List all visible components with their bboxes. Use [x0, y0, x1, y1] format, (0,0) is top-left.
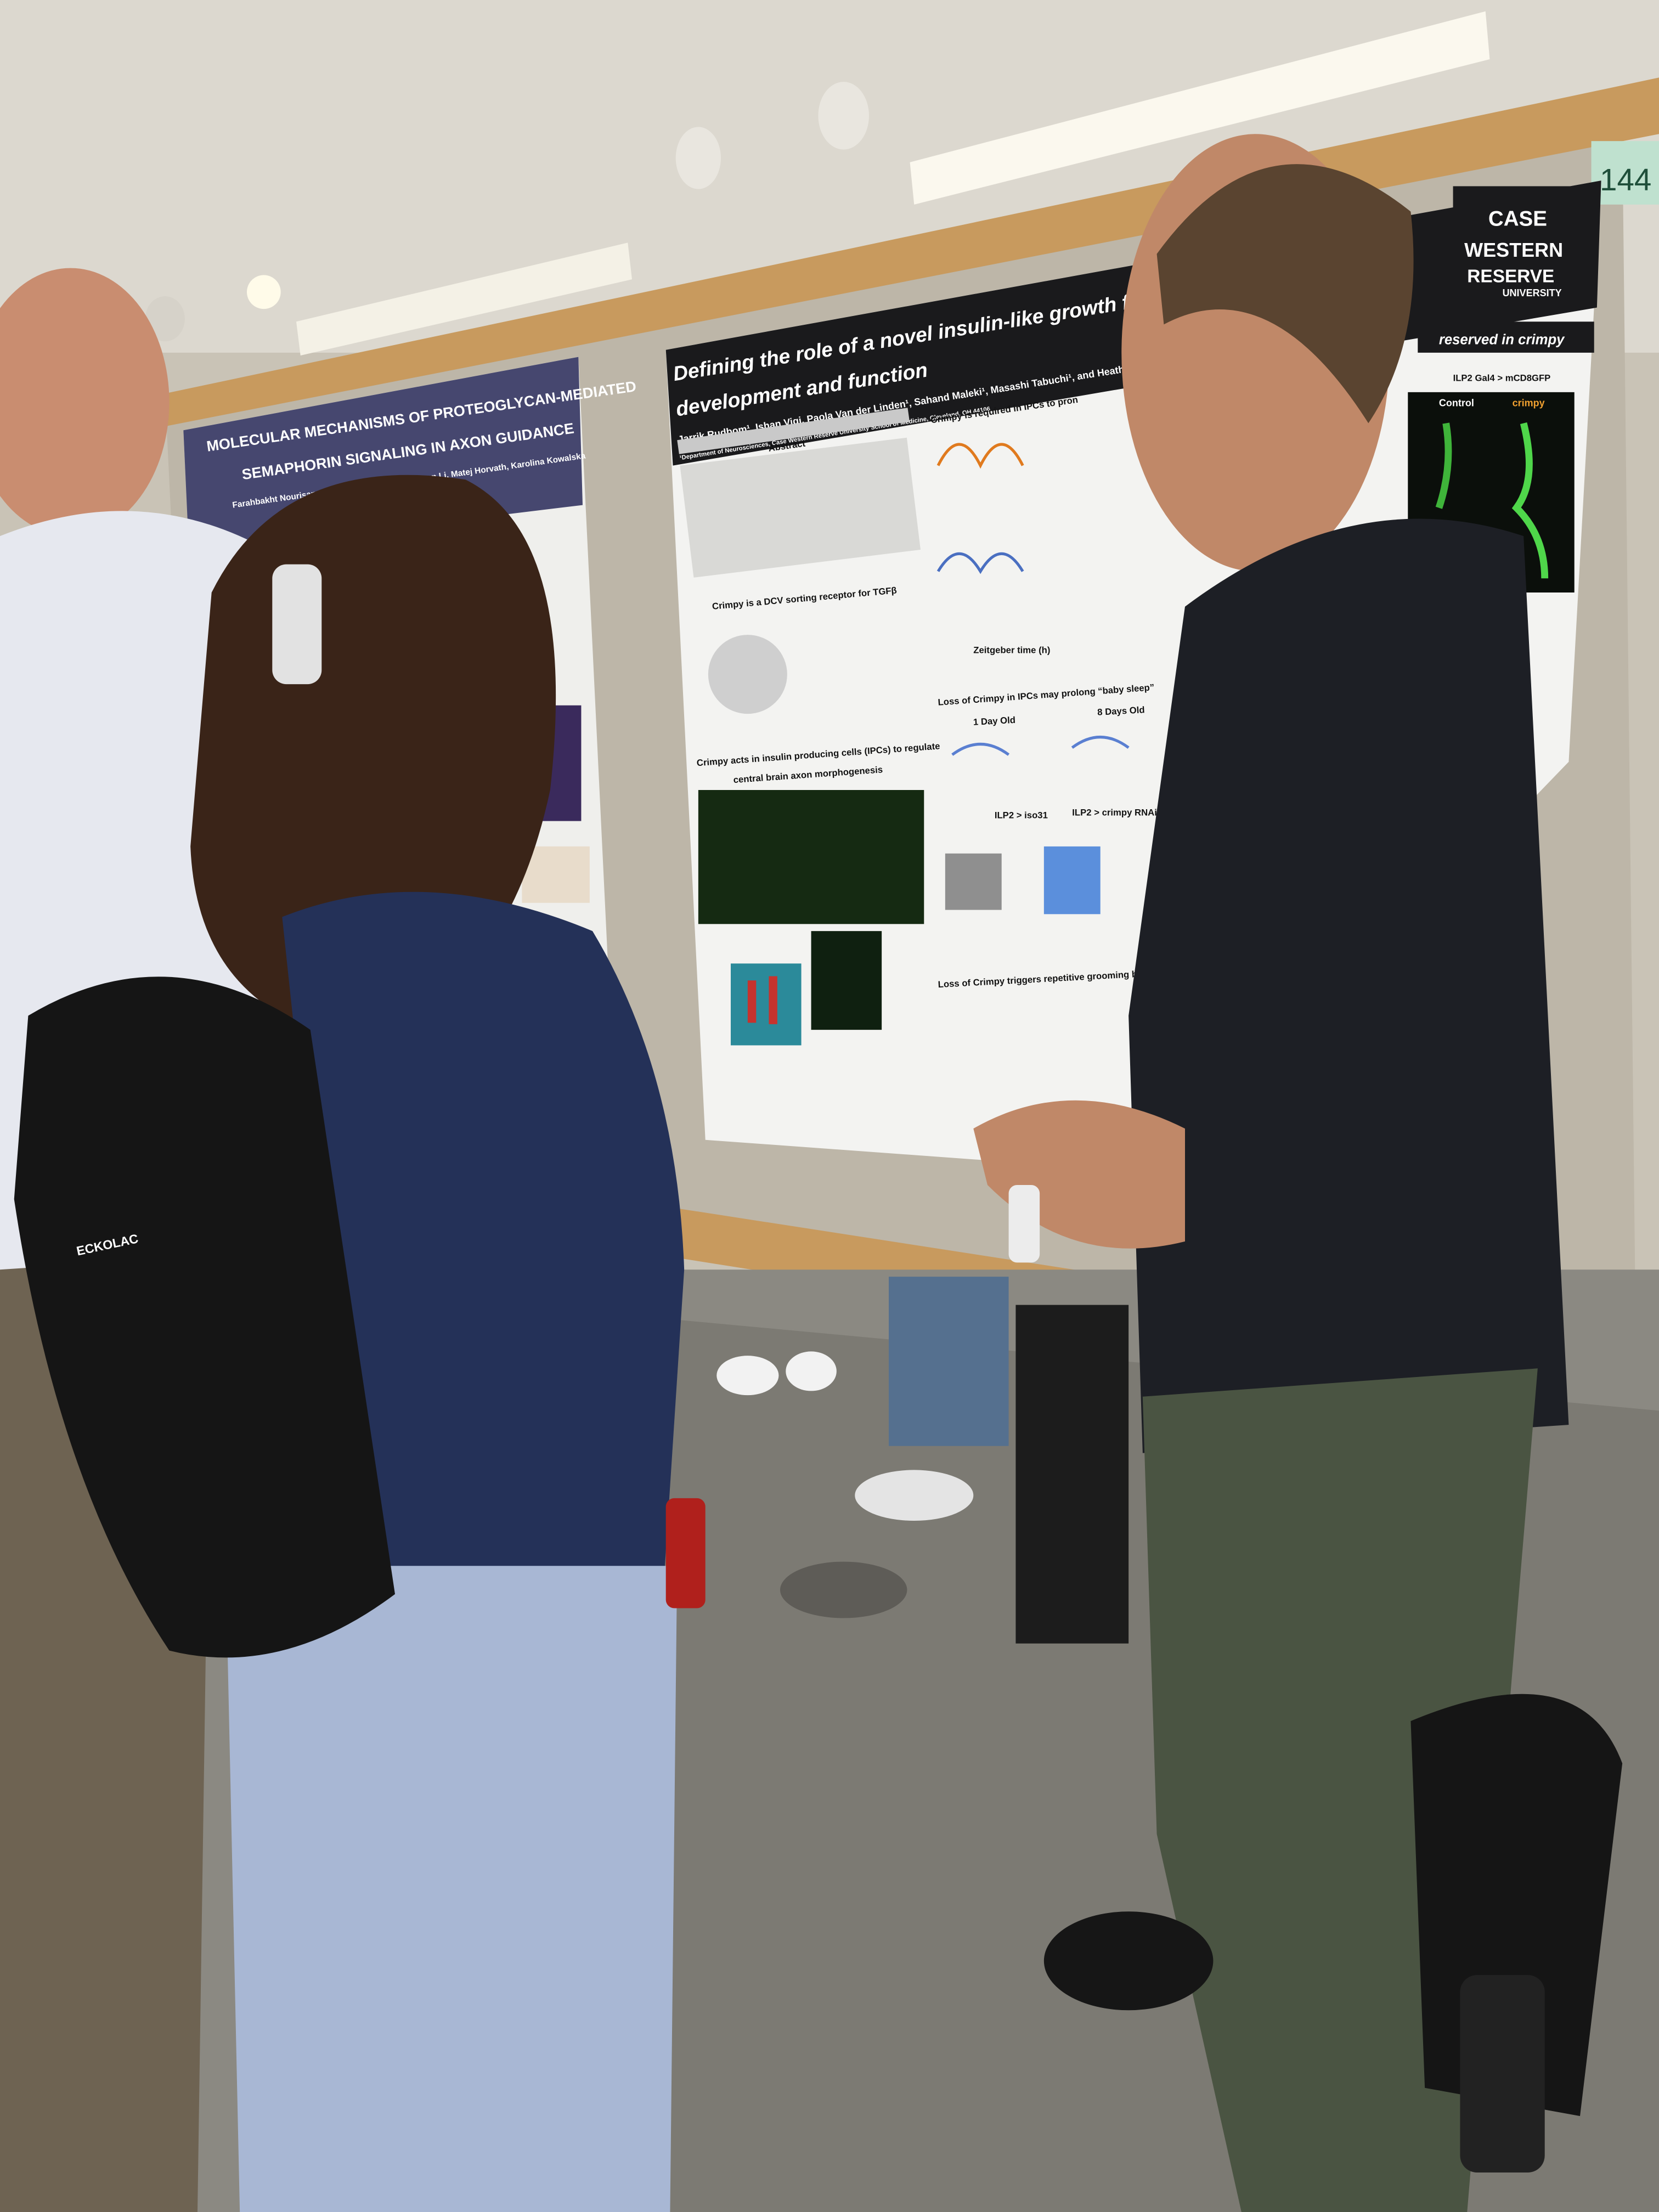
person-head [0, 268, 170, 537]
backpack [14, 977, 395, 1658]
hair-clip [272, 564, 322, 685]
right-header-band [1418, 321, 1594, 353]
chart-label: 8 Days Old [1097, 704, 1145, 717]
right-header: reserved in crimpy [1439, 332, 1565, 347]
spotlight [247, 275, 281, 309]
person-shirt [1128, 518, 1569, 1453]
chart-label: ILP2 > crimpy RNAi [1072, 807, 1157, 817]
chart-label: ILP2 > iso31 [995, 810, 1048, 820]
logo: WESTERN [1464, 239, 1563, 261]
floor-outlet [780, 1561, 907, 1618]
microscopy-panel [698, 790, 924, 924]
logo: CASE [1488, 207, 1547, 230]
diagram [708, 635, 787, 714]
sneaker [855, 1470, 974, 1521]
image-label: crimpy [1513, 398, 1545, 409]
water-bottle [665, 1498, 706, 1609]
chart-label: Zeitgeber time (h) [973, 645, 1050, 656]
image-label: ILP2 Gal4 > mCD8GFP [1453, 373, 1551, 383]
logo-block [1453, 186, 1594, 306]
track-light [675, 127, 721, 189]
sleep-trace [936, 552, 1024, 574]
chart-label: 1 Day Old [973, 715, 1016, 727]
neuron-image [1435, 422, 1452, 509]
track-light [145, 296, 185, 342]
abstract-body [680, 437, 921, 578]
bar-chart [731, 963, 802, 1046]
legs [1015, 1305, 1129, 1644]
logo: RESERVE [1467, 266, 1554, 286]
sneaker [716, 1356, 779, 1396]
light-fixture [296, 242, 632, 356]
image-label: Control [1439, 398, 1474, 409]
left-poster-figure [522, 846, 590, 903]
track-light [818, 82, 869, 150]
legs [889, 1277, 1009, 1446]
watch [1008, 1185, 1040, 1263]
microscopy-panel [811, 931, 882, 1030]
light-fixture [910, 11, 1490, 205]
shoe [1043, 1911, 1214, 2011]
tumbler [1460, 1975, 1545, 2172]
logo: UNIVERSITY [1503, 287, 1562, 298]
bar-chart-red [769, 976, 777, 1024]
board-number: 144 [1600, 162, 1651, 197]
bar-chart [1043, 846, 1101, 915]
section-band [677, 408, 910, 454]
sneaker [786, 1351, 837, 1391]
neuron-image [1511, 422, 1549, 579]
person-jacket [282, 891, 685, 1594]
board-number-tag [1591, 141, 1659, 205]
person-hair [1156, 164, 1414, 424]
bar-chart [945, 853, 1002, 910]
sleep-trace [936, 443, 1024, 469]
bar-chart-red [747, 980, 757, 1023]
sleep-trace [951, 736, 1130, 756]
person-pants [225, 1566, 678, 2212]
